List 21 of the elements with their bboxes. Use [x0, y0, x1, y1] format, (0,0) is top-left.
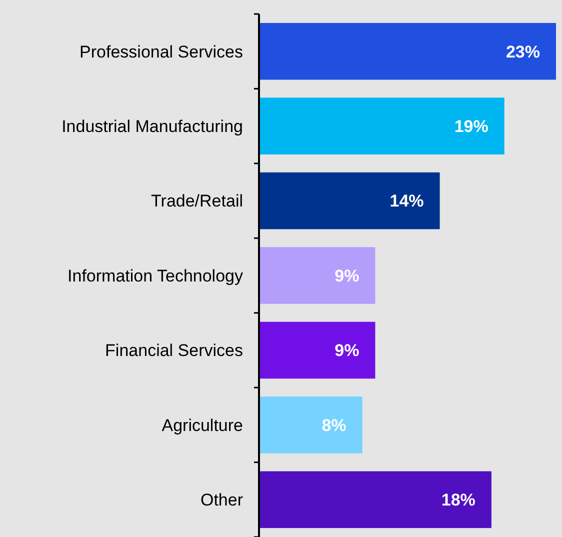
y-tick-label: Industrial Manufacturing	[62, 117, 243, 136]
data-label: 23%	[506, 42, 540, 62]
data-label: 8%	[322, 416, 346, 435]
bar	[259, 172, 440, 230]
bar	[259, 471, 492, 528]
y-tick-label: Financial Services	[105, 341, 243, 360]
y-tick-label: Professional Services	[80, 42, 243, 62]
y-tick-label: Trade/Retail	[151, 192, 243, 211]
bar	[259, 396, 362, 454]
data-label: 9%	[334, 341, 360, 360]
y-tick-label: Agriculture	[162, 416, 243, 435]
data-label: 14%	[390, 192, 424, 211]
bar	[259, 98, 504, 154]
data-label: 9%	[334, 266, 360, 286]
y-tick-label: Information Technology	[68, 266, 244, 286]
bar	[259, 322, 376, 379]
y-tick-label: Other	[200, 490, 244, 510]
data-label: 18%	[441, 490, 476, 510]
bar	[259, 247, 376, 304]
data-label: 19%	[454, 117, 488, 136]
bar	[259, 22, 556, 80]
